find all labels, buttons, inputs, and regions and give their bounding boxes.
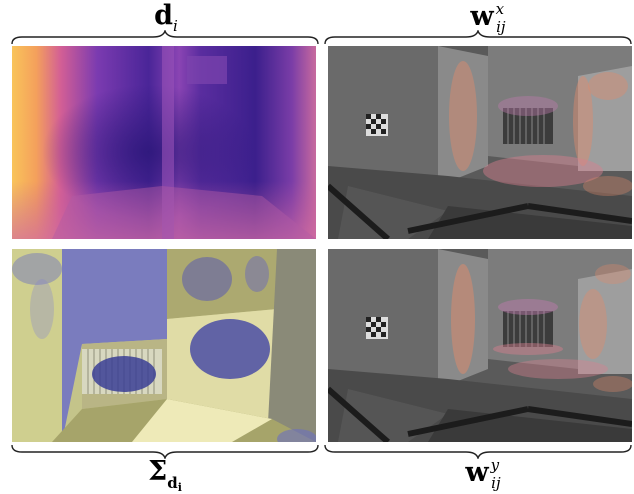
label-uncertainty: Σdi — [110, 456, 220, 494]
label-weight-y-sub: ij — [491, 474, 501, 492]
uncertainty-overlay-icon — [12, 249, 316, 442]
depth-map-panel — [12, 46, 316, 239]
label-uncertainty-main: Σ — [148, 456, 168, 487]
label-weight-x-main: w — [470, 1, 494, 32]
label-weight-x: w xij — [438, 0, 538, 36]
brace-bottom-right — [324, 444, 632, 459]
label-weight-x-sup: x — [495, 0, 505, 18]
brace-top-left — [11, 30, 319, 45]
label-weight-y: w yij — [428, 456, 538, 492]
weight-overlay-icon — [328, 46, 632, 239]
label-depth: di — [126, 0, 206, 35]
depth-heatmap-icon — [12, 46, 316, 239]
label-depth-sub: i — [173, 17, 178, 35]
brace-bottom-left — [11, 444, 319, 459]
weight-x-panel — [328, 46, 632, 239]
label-weight-y-sup: y — [490, 456, 500, 474]
label-depth-main: d — [154, 0, 174, 31]
brace-top-right — [324, 30, 632, 45]
label-weight-x-sub: ij — [496, 18, 506, 36]
label-uncertainty-sub: d — [167, 474, 178, 492]
weight-overlay-icon — [328, 249, 632, 442]
uncertainty-panel — [12, 249, 316, 442]
label-uncertainty-sub2: i — [177, 481, 182, 494]
weight-y-panel — [328, 249, 632, 442]
label-weight-y-main: w — [465, 457, 489, 488]
